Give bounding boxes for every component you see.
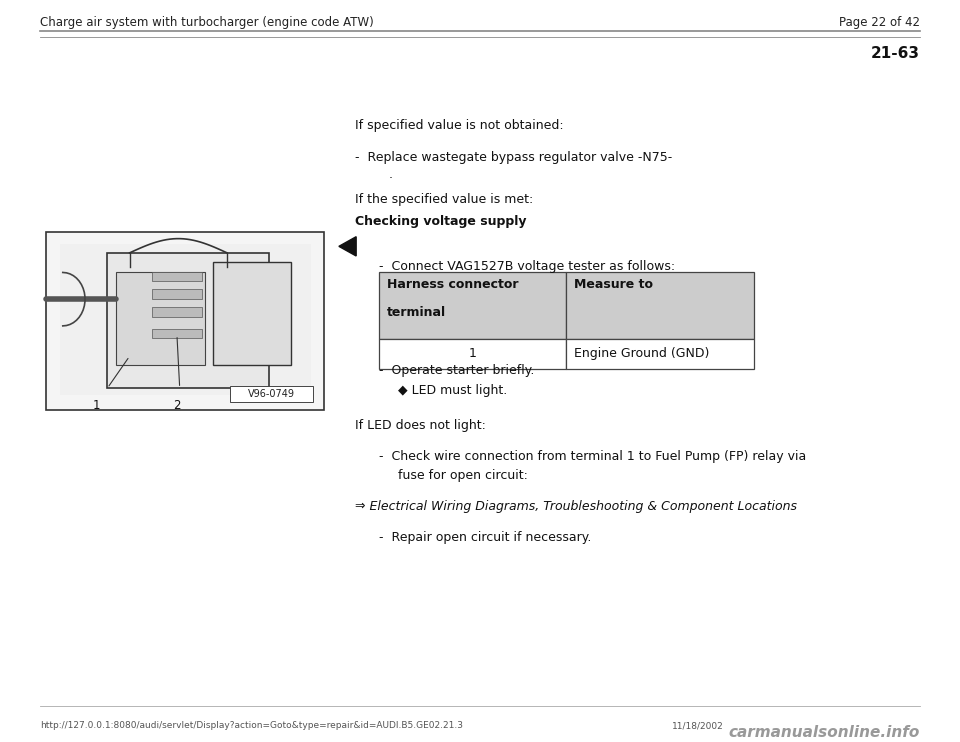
Text: ◆ LED must light.: ◆ LED must light. [398,384,508,397]
Text: fuse for open circuit:: fuse for open circuit: [398,469,528,482]
Text: Checking voltage supply: Checking voltage supply [355,215,527,229]
Text: Charge air system with turbocharger (engine code ATW): Charge air system with turbocharger (eng… [40,16,374,30]
Polygon shape [339,237,356,256]
Bar [152,307,202,317]
Text: .: . [389,168,393,182]
Text: V96-0749: V96-0749 [248,390,295,399]
Text: -  Repair open circuit if necessary.: - Repair open circuit if necessary. [379,531,591,545]
Bar [108,253,269,388]
Bar [213,262,291,365]
Text: http://127.0.0.1:8080/audi/servlet/Display?action=Goto&type=repair&id=AUDI.B5.GE: http://127.0.0.1:8080/audi/servlet/Displ… [40,721,464,730]
Text: terminal: terminal [387,306,446,320]
Bar [152,329,202,338]
Bar [60,244,311,395]
Text: 1: 1 [92,399,100,412]
Bar [152,272,202,281]
Text: Harness connector: Harness connector [387,278,518,292]
Text: If LED does not light:: If LED does not light: [355,419,486,433]
Bar [566,272,754,339]
Text: Page 22 of 42: Page 22 of 42 [839,16,920,30]
Text: carmanualsonline.info: carmanualsonline.info [729,725,920,740]
Text: ⇒ Electrical Wiring Diagrams, Troubleshooting & Component Locations: ⇒ Electrical Wiring Diagrams, Troublesho… [355,500,797,513]
Text: 2: 2 [173,399,180,412]
Text: -  Check wire connection from terminal 1 to Fuel Pump (FP) relay via: - Check wire connection from terminal 1 … [379,450,806,464]
Bar [115,272,204,365]
Text: -  Connect VAG1527B voltage tester as follows:: - Connect VAG1527B voltage tester as fol… [379,260,675,273]
Text: -  Replace wastegate bypass regulator valve -N75-: - Replace wastegate bypass regulator val… [355,151,672,165]
Bar [379,272,566,339]
Bar [152,289,202,299]
Text: Measure to: Measure to [574,278,653,292]
Text: Engine Ground (GND): Engine Ground (GND) [574,347,709,360]
Bar [46,232,324,410]
Text: 1: 1 [468,347,477,360]
Text: If specified value is not obtained:: If specified value is not obtained: [355,119,564,132]
Bar [379,339,566,369]
Text: 21-63: 21-63 [871,46,920,61]
Text: -  Operate starter briefly.: - Operate starter briefly. [379,364,535,377]
Text: 11/18/2002: 11/18/2002 [672,721,724,730]
Bar [566,339,754,369]
Bar [229,387,313,402]
Text: If the specified value is met:: If the specified value is met: [355,193,534,206]
